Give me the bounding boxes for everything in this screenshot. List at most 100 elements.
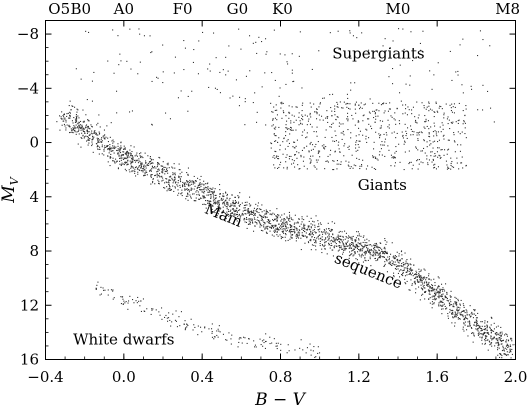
star-point	[101, 144, 103, 146]
star-point	[344, 246, 346, 248]
star-point	[408, 163, 410, 165]
star-point	[217, 203, 219, 205]
star-point	[330, 126, 332, 128]
star-point	[394, 156, 396, 158]
star-point	[449, 302, 451, 304]
star-point	[498, 337, 500, 339]
star-point	[103, 137, 105, 139]
star-point	[130, 167, 132, 169]
star-point	[352, 167, 354, 169]
star-point	[416, 132, 418, 134]
star-point	[412, 275, 414, 277]
star-point	[455, 121, 457, 123]
star-point	[212, 204, 214, 206]
star-point	[372, 251, 374, 253]
star-point	[438, 302, 440, 304]
star-point	[60, 116, 62, 118]
star-point	[374, 245, 376, 247]
star-point	[107, 148, 109, 150]
star-point	[270, 223, 272, 225]
star-point	[358, 104, 360, 106]
star-point	[162, 179, 164, 181]
star-point	[140, 152, 142, 154]
star-point	[289, 227, 291, 229]
star-point	[146, 174, 148, 176]
star-point	[115, 161, 117, 163]
star-point	[129, 295, 131, 297]
star-point	[319, 243, 321, 245]
star-point	[317, 352, 319, 354]
star-point	[327, 161, 329, 163]
star-point	[439, 295, 441, 297]
star-point	[358, 146, 360, 148]
star-point	[463, 323, 465, 325]
star-point	[418, 275, 420, 277]
star-point	[129, 111, 131, 113]
star-point	[388, 124, 390, 126]
star-point	[408, 289, 410, 291]
star-point	[106, 125, 108, 127]
star-point	[416, 160, 418, 162]
star-point	[128, 153, 130, 155]
star-point	[158, 183, 160, 185]
star-point	[264, 217, 266, 219]
star-point	[410, 128, 412, 130]
star-point	[197, 334, 199, 336]
star-point	[200, 197, 202, 199]
star-point	[463, 319, 465, 321]
star-point	[187, 184, 189, 186]
star-point	[359, 165, 361, 167]
star-point	[235, 79, 237, 81]
star-point	[338, 238, 340, 240]
star-point	[312, 229, 314, 231]
star-point	[466, 329, 468, 331]
star-point	[459, 318, 461, 320]
star-point	[321, 252, 323, 254]
star-point	[63, 113, 65, 115]
star-point	[71, 120, 73, 122]
x-tick-label: 0.8	[269, 368, 293, 386]
star-point	[349, 245, 351, 247]
star-point	[453, 303, 455, 305]
star-point	[319, 102, 321, 104]
star-point	[306, 132, 308, 134]
star-point	[328, 238, 330, 240]
star-point	[226, 195, 228, 197]
star-point	[441, 308, 443, 310]
star-point	[310, 106, 312, 108]
star-point	[314, 146, 316, 148]
star-point	[467, 335, 469, 337]
star-point	[294, 141, 296, 143]
star-point	[204, 186, 206, 188]
star-point	[402, 137, 404, 139]
star-point	[222, 196, 224, 198]
star-point	[378, 257, 380, 259]
star-point	[156, 76, 158, 78]
star-point	[157, 162, 159, 164]
star-point	[162, 177, 164, 179]
star-point	[274, 79, 276, 81]
star-point	[367, 244, 369, 246]
star-point	[318, 223, 320, 225]
star-point	[309, 239, 311, 241]
star-point	[113, 148, 115, 150]
star-point	[250, 218, 252, 220]
star-point	[414, 283, 416, 285]
star-point	[422, 285, 424, 287]
star-point	[178, 192, 180, 194]
star-point	[125, 301, 127, 303]
star-point	[330, 236, 332, 238]
star-point	[406, 274, 408, 276]
star-point	[401, 265, 403, 267]
x-tick-label: 0.4	[190, 368, 214, 386]
star-point	[388, 127, 390, 129]
star-point	[422, 162, 424, 164]
star-point	[401, 254, 403, 256]
star-point	[97, 139, 99, 141]
star-point	[149, 161, 151, 163]
star-point	[152, 308, 154, 310]
star-point	[309, 162, 311, 164]
star-point	[423, 287, 425, 289]
star-point	[400, 269, 402, 271]
star-point	[495, 342, 497, 344]
